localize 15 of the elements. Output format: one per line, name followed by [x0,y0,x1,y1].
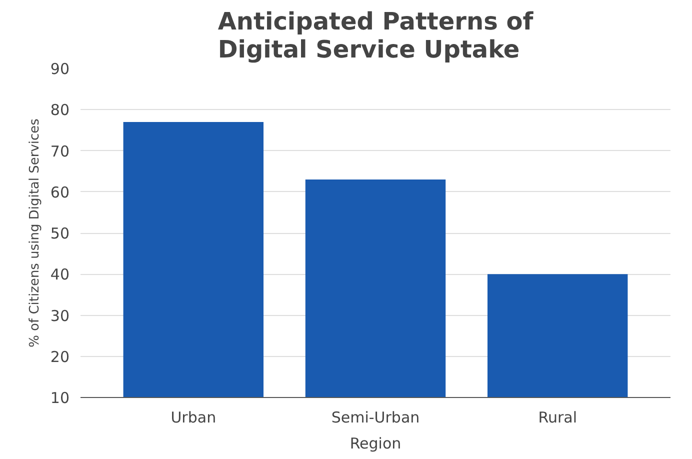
y-tick-label: 10 [50,389,70,407]
x-tick-label: Urban [170,408,216,426]
y-tick-label: 70 [50,142,70,160]
y-tick-label: 90 [50,60,70,78]
y-tick-label: 60 [50,183,70,202]
y-tick-label: 30 [50,306,70,325]
y-tick-label: 20 [50,348,70,366]
x-tick-label: Rural [538,408,578,426]
x-axis-title: Region [350,434,402,452]
chart-title: Anticipated Patterns of Digital Service Uptake [218,8,534,64]
x-tick-label: Semi-Urban [331,408,420,426]
y-axis-title: % of Citizens using Digital Services [27,118,42,348]
y-tick-label: 80 [50,101,70,120]
y-tick-label: 50 [50,224,70,242]
y-tick-label: 40 [50,266,70,284]
